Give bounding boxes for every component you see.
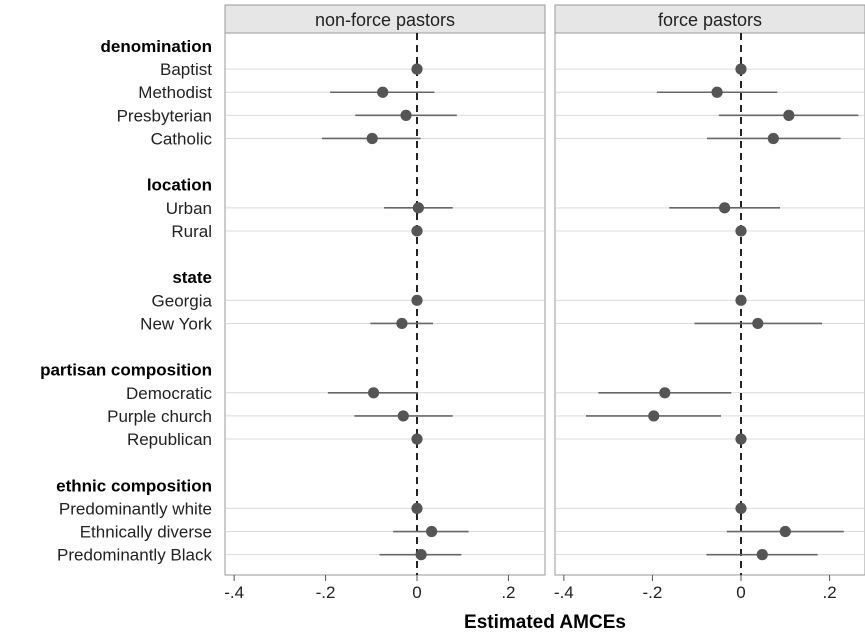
- point-predominantly-black: [756, 549, 768, 561]
- point-rural: [735, 225, 747, 237]
- point-urban: [719, 202, 731, 214]
- x-tick-label: 0: [412, 583, 421, 602]
- point-georgia: [735, 294, 747, 306]
- row-label-methodist: Methodist: [138, 83, 212, 102]
- row-label-georgia: Georgia: [152, 291, 213, 310]
- group-label-ethnic-composition: ethnic composition: [56, 476, 212, 495]
- row-label-baptist: Baptist: [160, 60, 212, 79]
- x-tick-label: 0: [736, 583, 745, 602]
- group-label-partisan-composition: partisan composition: [40, 361, 212, 380]
- row-label-ethnically-diverse: Ethnically diverse: [80, 523, 212, 542]
- row-label-predominantly-black: Predominantly Black: [57, 546, 212, 565]
- plot-area: [224, 32, 546, 576]
- x-tick-label: .2: [822, 583, 836, 602]
- x-tick-label: -.4: [554, 583, 574, 602]
- point-democratic: [367, 387, 380, 399]
- point-baptist: [735, 63, 747, 75]
- point-predominantly-white: [411, 502, 423, 514]
- point-presbyterian: [400, 109, 412, 121]
- point-georgia: [411, 294, 423, 306]
- point-catholic: [366, 132, 378, 145]
- x-tick-label: -.2: [643, 583, 663, 602]
- point-catholic: [767, 132, 779, 145]
- point-predominantly-white: [735, 502, 747, 514]
- point-new-york: [752, 317, 764, 330]
- point-purple-church: [648, 410, 660, 422]
- row-label-new-york: New York: [140, 314, 212, 333]
- point-urban: [412, 202, 424, 214]
- point-democratic: [659, 387, 671, 399]
- panel-non-force-pastors: non-force pastors -.4 -.2 0 .2: [224, 4, 546, 602]
- panel-title: force pastors: [658, 10, 762, 30]
- point-ethnically-diverse: [779, 525, 791, 538]
- x-axis-title: Estimated AMCEs: [464, 612, 626, 633]
- x-tick-label: .2: [501, 583, 515, 602]
- panel-title: non-force pastors: [315, 10, 455, 30]
- panel-strip: [224, 4, 546, 34]
- point-predominantly-black: [415, 549, 427, 561]
- point-methodist: [711, 86, 723, 98]
- point-republican: [735, 433, 747, 445]
- panel-strip: [554, 4, 865, 34]
- panel-force-pastors: force pastors -.4 -.2 0 .2: [554, 4, 865, 602]
- group-label-location: location: [147, 176, 212, 195]
- point-ethnically-diverse: [426, 525, 438, 538]
- row-label-catholic: Catholic: [151, 129, 213, 148]
- point-methodist: [377, 86, 389, 98]
- row-label-purple-church: Purple church: [107, 407, 212, 426]
- row-label-rural: Rural: [171, 222, 212, 241]
- point-purple-church: [397, 410, 409, 422]
- row-label-urban: Urban: [166, 199, 212, 218]
- point-republican: [411, 433, 423, 445]
- group-label-denomination: denomination: [101, 37, 212, 56]
- row-labels: denomination Baptist Methodist Presbyterian…: [40, 37, 212, 565]
- x-tick-label: -.2: [316, 583, 336, 602]
- plot-area: [554, 32, 865, 576]
- row-label-presbyterian: Presbyterian: [117, 106, 212, 125]
- point-new-york: [396, 317, 408, 330]
- point-rural: [411, 225, 423, 237]
- row-label-democratic: Democratic: [126, 384, 212, 403]
- group-label-state: state: [172, 268, 212, 287]
- row-label-republican: Republican: [127, 430, 212, 449]
- x-tick-label: -.4: [224, 583, 244, 602]
- row-label-predominantly-white: Predominantly white: [59, 499, 212, 518]
- point-presbyterian: [783, 109, 795, 121]
- point-baptist: [411, 63, 423, 75]
